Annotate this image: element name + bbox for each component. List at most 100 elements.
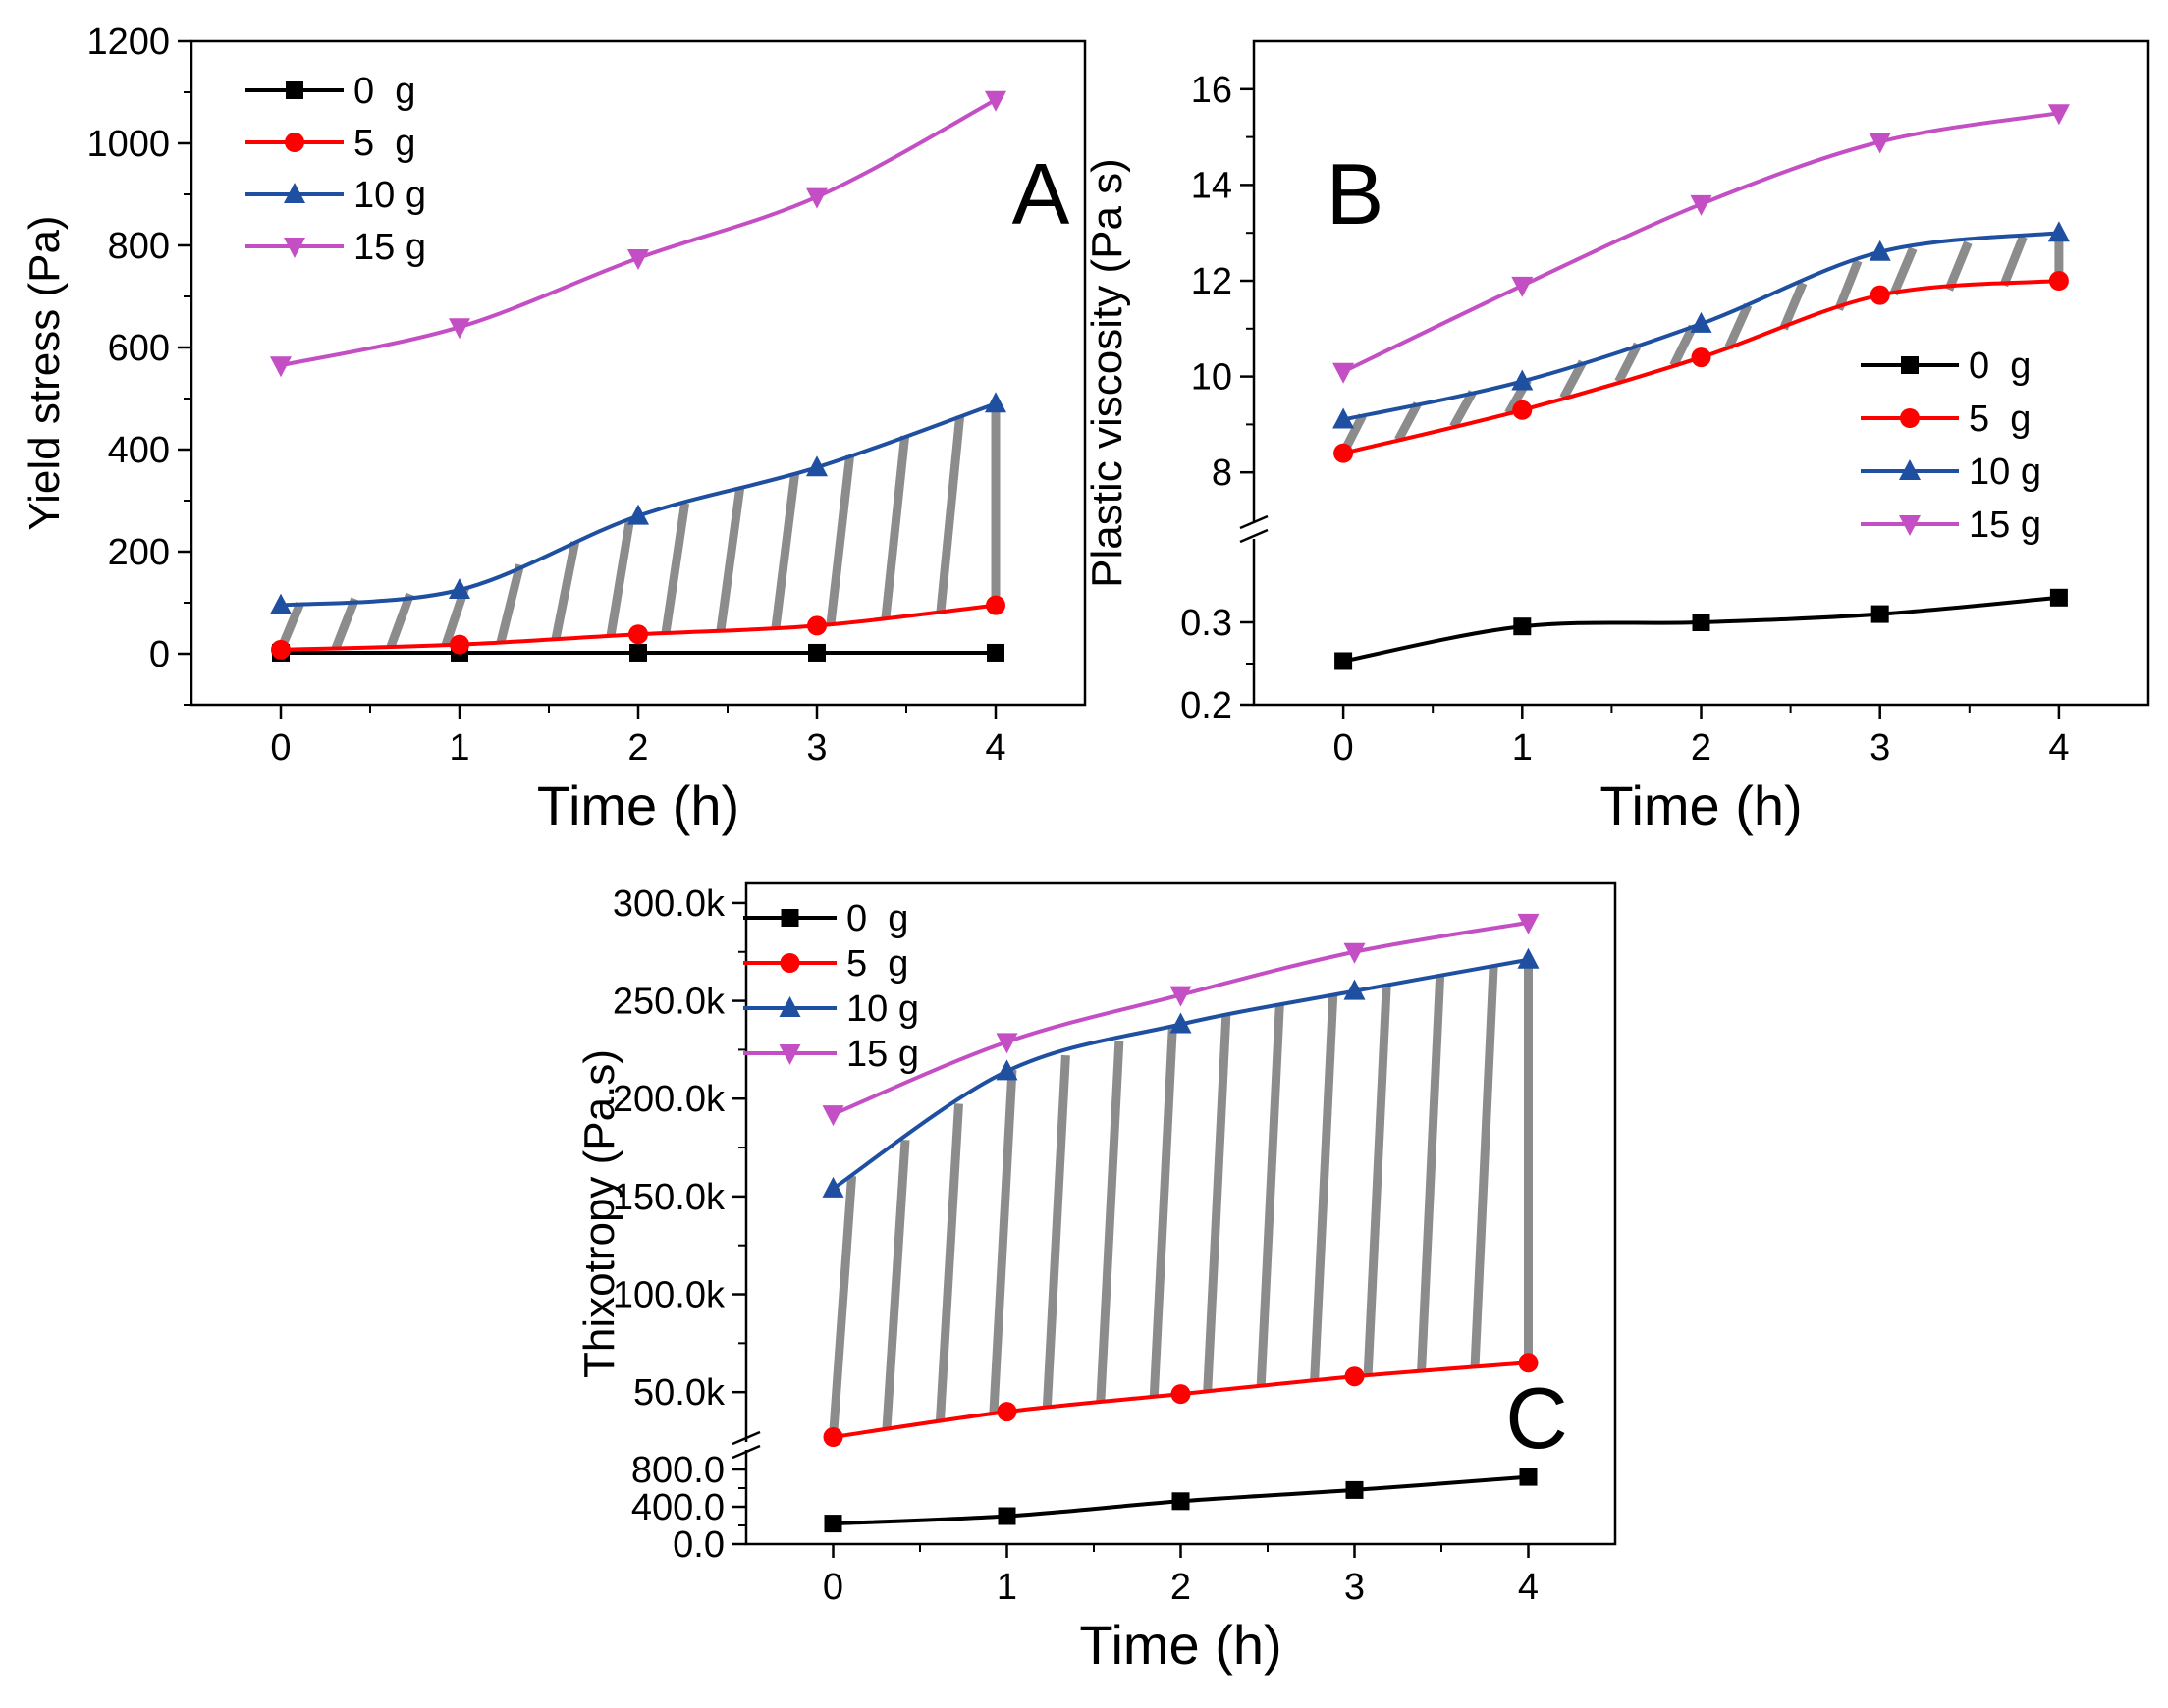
data-point-1-4 bbox=[1518, 1353, 1539, 1373]
x-tick-label: 4 bbox=[1518, 1567, 1539, 1608]
data-point-3-3 bbox=[1343, 942, 1366, 964]
legend-marker bbox=[284, 238, 305, 258]
hatch-stroke bbox=[1999, 235, 2028, 288]
legend-marker bbox=[780, 953, 800, 973]
data-point-3-3 bbox=[1869, 133, 1891, 154]
hatch-stroke bbox=[826, 454, 855, 625]
legend-marker bbox=[285, 133, 304, 152]
data-point-1-3 bbox=[1870, 285, 1890, 305]
y-tick-label: 200 bbox=[108, 532, 170, 573]
legend-marker bbox=[779, 1044, 801, 1065]
data-point-0-0 bbox=[824, 1515, 842, 1533]
data-point-0-0 bbox=[1334, 652, 1353, 670]
x-tick-label: 4 bbox=[2048, 727, 2069, 769]
y-tick-label: 600 bbox=[108, 328, 170, 369]
hatch-stroke bbox=[1149, 1026, 1177, 1398]
hatch-stroke bbox=[386, 592, 414, 649]
x-tick-label: 3 bbox=[1344, 1567, 1365, 1608]
hatch-stroke bbox=[881, 435, 910, 618]
y-tick-label: 0 bbox=[149, 634, 170, 675]
data-point-0-3 bbox=[808, 643, 826, 662]
legend-marker bbox=[779, 996, 801, 1017]
data-point-1-2 bbox=[628, 624, 648, 645]
y-tick-label: 400 bbox=[108, 430, 170, 471]
y-tick-label: 1200 bbox=[86, 22, 170, 63]
y-tick-label: 300.0k bbox=[613, 883, 726, 925]
hatch-stroke bbox=[1203, 1015, 1231, 1392]
y-axis-title: Thixotropy (Pa.s) bbox=[575, 1049, 623, 1378]
hatch-stroke bbox=[1310, 994, 1338, 1381]
x-tick-label: 3 bbox=[1870, 727, 1890, 769]
data-point-0-2 bbox=[1692, 614, 1710, 631]
x-tick-label: 0 bbox=[270, 727, 291, 769]
data-point-3-1 bbox=[1511, 276, 1534, 297]
hatch-stroke bbox=[551, 541, 580, 640]
y-tick-label: 14 bbox=[1191, 165, 1232, 206]
x-tick-label: 1 bbox=[1512, 727, 1533, 769]
hatch-stroke bbox=[606, 518, 635, 637]
hatch-stroke bbox=[1096, 1041, 1124, 1403]
hatch-stroke bbox=[1394, 401, 1422, 443]
hatch-stroke bbox=[936, 415, 965, 613]
hatch-stroke bbox=[1669, 324, 1698, 368]
axis-break-mark bbox=[732, 1444, 761, 1460]
data-point-2-2 bbox=[1690, 311, 1712, 333]
legend-label: 10 g bbox=[1969, 452, 2041, 493]
y-tick-label: 800.0 bbox=[631, 1450, 725, 1491]
data-point-3-1 bbox=[996, 1033, 1018, 1054]
hatch-stroke bbox=[1470, 965, 1498, 1367]
y-tick-label: 16 bbox=[1191, 70, 1232, 111]
data-point-1-0 bbox=[271, 639, 291, 660]
data-point-2-3 bbox=[1869, 240, 1891, 261]
data-point-1-0 bbox=[1333, 443, 1354, 463]
hatch-stroke bbox=[1042, 1054, 1070, 1409]
data-point-0-3 bbox=[1870, 605, 1889, 623]
legend-label: 0 g bbox=[1969, 346, 2031, 387]
hatch-stroke bbox=[331, 597, 359, 650]
data-point-1-4 bbox=[986, 595, 1005, 615]
data-point-1-2 bbox=[1691, 347, 1711, 368]
data-point-3-2 bbox=[627, 249, 649, 270]
y-tick-label: 8 bbox=[1212, 453, 1232, 494]
x-tick-label: 0 bbox=[823, 1567, 843, 1608]
hatch-stroke bbox=[1779, 281, 1808, 331]
data-point-2-4 bbox=[985, 392, 1006, 413]
legend-label: 0 g bbox=[353, 71, 415, 112]
x-tick-label: 2 bbox=[627, 727, 648, 769]
y-tick-label: 800 bbox=[108, 226, 170, 267]
legend-label: 0 g bbox=[846, 898, 908, 939]
legend-label: 5 g bbox=[1969, 399, 2031, 440]
legend-label: 10 g bbox=[846, 988, 919, 1030]
hatch-stroke bbox=[1559, 359, 1587, 400]
hatch-stroke bbox=[1889, 246, 1918, 296]
legend-marker bbox=[286, 81, 303, 99]
data-point-1-3 bbox=[807, 615, 827, 636]
x-tick-label: 4 bbox=[985, 727, 1005, 769]
y-tick-label: 0.0 bbox=[673, 1524, 725, 1566]
legend-label: 10 g bbox=[353, 175, 426, 216]
legend-label: 5 g bbox=[846, 943, 908, 985]
y-tick-label: 200.0k bbox=[613, 1079, 726, 1120]
hatch-stroke bbox=[1449, 390, 1477, 429]
panel-letter: A bbox=[1012, 145, 1070, 242]
data-point-3-4 bbox=[2047, 104, 2070, 126]
hatch-stroke bbox=[935, 1103, 963, 1422]
data-point-3-2 bbox=[1169, 986, 1192, 1007]
x-tick-label: 2 bbox=[1170, 1567, 1191, 1608]
hatch-stroke bbox=[771, 472, 800, 628]
data-point-3-3 bbox=[806, 187, 828, 209]
y-tick-label: 100.0k bbox=[613, 1275, 726, 1316]
y-tick-label: 0.2 bbox=[1180, 685, 1232, 726]
x-tick-label: 2 bbox=[1691, 727, 1711, 769]
x-tick-label: 0 bbox=[1333, 727, 1354, 769]
panel-letter: B bbox=[1327, 145, 1384, 242]
data-point-2-4 bbox=[2047, 221, 2070, 242]
data-point-3-4 bbox=[985, 90, 1006, 112]
y-tick-label: 12 bbox=[1191, 261, 1232, 302]
data-point-0-4 bbox=[1519, 1468, 1538, 1486]
data-point-3-0 bbox=[270, 356, 292, 378]
data-point-2-1 bbox=[1511, 369, 1534, 391]
data-point-1-0 bbox=[823, 1427, 843, 1448]
data-point-3-4 bbox=[1517, 913, 1540, 934]
